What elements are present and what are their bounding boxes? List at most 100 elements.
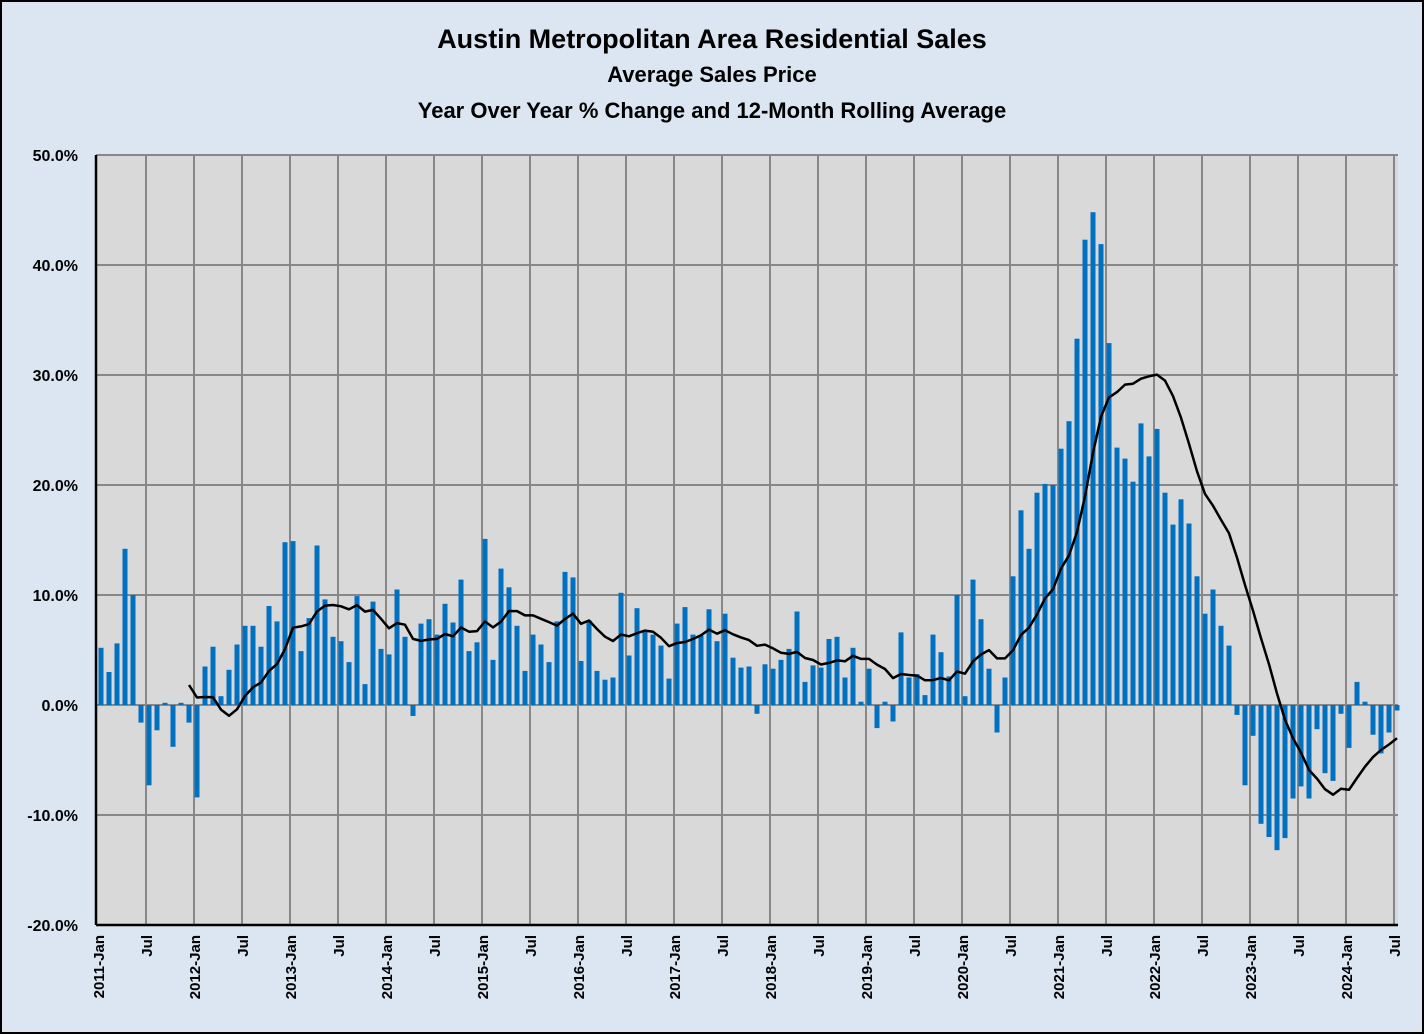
x-tick-label: 2014-Jan [379, 935, 396, 999]
x-tick-label: 2022-Jan [1147, 935, 1164, 999]
bar [266, 606, 272, 705]
bar [490, 659, 496, 705]
bar [882, 701, 888, 705]
x-tick-label: Jul [811, 935, 828, 957]
bar [554, 621, 560, 705]
x-tick-label: 2013-Jan [283, 935, 300, 999]
bar [658, 645, 664, 705]
bar [362, 684, 368, 705]
bar [242, 625, 248, 705]
bar [258, 646, 264, 705]
bar [1210, 589, 1216, 705]
bar [634, 608, 640, 705]
bar [346, 662, 352, 705]
bar [1370, 705, 1376, 735]
x-tick-label: 2018-Jan [763, 935, 780, 999]
y-tick-label: 30.0% [33, 368, 78, 385]
bar [218, 696, 224, 705]
bar [986, 668, 992, 705]
bar [834, 636, 840, 705]
bar [802, 681, 808, 705]
bar [754, 705, 760, 714]
x-tick-label: Jul [1291, 935, 1308, 957]
x-tick-label: Jul [1099, 935, 1116, 957]
bar [682, 607, 688, 705]
bar [578, 661, 584, 705]
bar [1226, 645, 1232, 705]
bar [458, 579, 464, 705]
bar [1146, 456, 1152, 705]
bar [1362, 701, 1368, 705]
x-tick-label: 2024-Jan [1339, 935, 1356, 999]
bar [1298, 705, 1304, 787]
bar [154, 705, 160, 731]
bar [1018, 510, 1024, 705]
chart-subtitle: Average Sales Price [607, 62, 817, 87]
bar [234, 644, 240, 705]
x-tick-label: 2020-Jan [955, 935, 972, 999]
bar [146, 705, 152, 786]
bar [522, 670, 528, 705]
bar [1114, 447, 1120, 705]
bar [1314, 705, 1320, 730]
y-tick-label: 20.0% [33, 478, 78, 495]
x-tick-label: Jul [427, 935, 444, 957]
x-tick-label: Jul [235, 935, 252, 957]
bar [538, 644, 544, 705]
bar [98, 647, 104, 705]
bar [1106, 343, 1112, 705]
bar [1010, 576, 1016, 705]
bar [1138, 423, 1144, 705]
bar [330, 636, 336, 705]
x-tick-label: 2019-Jan [859, 935, 876, 999]
bar [1330, 705, 1336, 781]
bar [666, 678, 672, 705]
bar [1122, 458, 1128, 705]
bar [394, 589, 400, 705]
bar [450, 622, 456, 705]
bar [434, 634, 440, 705]
bar [586, 620, 592, 705]
x-tick-label: 2016-Jan [571, 935, 588, 999]
bar [1170, 524, 1176, 705]
bar [1002, 677, 1008, 705]
chart-title: Austin Metropolitan Area Residential Sal… [437, 24, 987, 54]
bar [930, 634, 936, 705]
bar [314, 545, 320, 705]
bar [138, 705, 144, 723]
bar [426, 619, 432, 705]
bar [194, 705, 200, 798]
bar [1322, 705, 1328, 774]
bar [610, 677, 616, 705]
bar [850, 647, 856, 705]
bar [818, 667, 824, 705]
bar [1242, 705, 1248, 786]
bar [1058, 448, 1064, 705]
x-tick-label: Jul [139, 935, 156, 957]
bar [530, 634, 536, 705]
bar [114, 643, 120, 705]
bar [546, 662, 552, 705]
y-tick-label: -10.0% [27, 808, 78, 825]
y-tick-label: 0.0% [42, 698, 78, 715]
bar [602, 679, 608, 705]
bar [106, 672, 112, 705]
bar [1066, 421, 1072, 705]
bar [122, 548, 128, 705]
bar [874, 705, 880, 729]
bar [442, 603, 448, 705]
bar [1258, 705, 1264, 824]
x-tick-label: Jul [523, 935, 540, 957]
bar [898, 632, 904, 705]
bar [1202, 613, 1208, 705]
bar [506, 587, 512, 705]
bar [842, 677, 848, 705]
bar [642, 630, 648, 705]
bar [946, 676, 952, 705]
bar [770, 668, 776, 705]
bar [1186, 523, 1192, 705]
x-tick-label: Jul [715, 935, 732, 957]
bar [202, 666, 208, 705]
bar [418, 623, 424, 705]
bar [698, 635, 704, 705]
